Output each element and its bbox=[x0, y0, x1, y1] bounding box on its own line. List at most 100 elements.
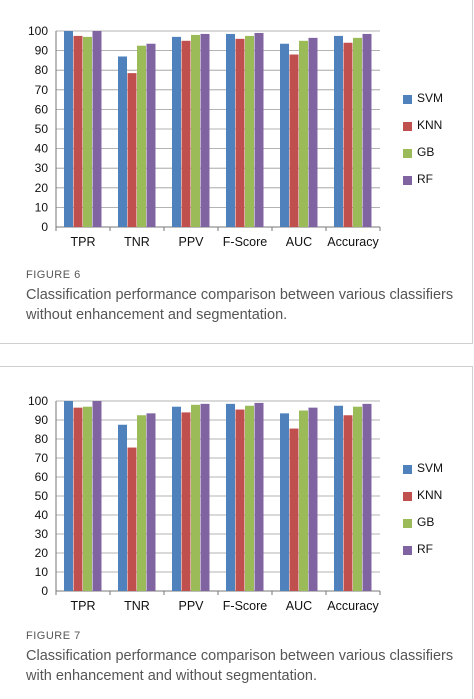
chart1-bar-rf-ppv bbox=[200, 33, 210, 227]
chart2-bar-rf-auc bbox=[308, 407, 318, 591]
chart2-bar-svm-tpr bbox=[64, 401, 73, 591]
chart2-bar-knn-tpr bbox=[73, 407, 83, 591]
chart1-category-label: Accuracy bbox=[327, 235, 379, 249]
chart1-ytick-label: 100 bbox=[28, 24, 48, 38]
chart2-bar-rf-f-score bbox=[254, 402, 264, 591]
chart1-bar-svm-accuracy bbox=[334, 35, 343, 228]
chart1-bar-svm-ppv bbox=[172, 36, 181, 227]
chart1-ytick-label: 10 bbox=[35, 200, 49, 214]
chart2-bar-rf-ppv bbox=[200, 403, 210, 591]
chart2-legend-label: KNN bbox=[417, 488, 443, 502]
chart2-bar-svm-auc bbox=[280, 413, 289, 591]
chart2-bar-knn-accuracy bbox=[343, 415, 353, 591]
figure-6-label: FIGURE 6 bbox=[26, 269, 81, 281]
chart1-bar-knn-accuracy bbox=[343, 42, 353, 228]
figure-7-chart: 0 10 20 30 40 50 60 70 80 90 100 TPR TNR PPV F-Score AU… bbox=[28, 394, 381, 613]
chart2-bar-rf-tnr bbox=[146, 413, 156, 591]
chart2-bar-gb-auc bbox=[299, 410, 308, 591]
chart2-legend-label: RF bbox=[417, 542, 433, 556]
chart2-bar-gb-tnr bbox=[137, 415, 146, 591]
chart1-legend-label: RF bbox=[417, 172, 433, 186]
chart1-ytick-label: 60 bbox=[35, 102, 49, 116]
chart2-category-label: F-Score bbox=[223, 599, 268, 613]
chart1-category-label: F-Score bbox=[223, 235, 268, 249]
chart1-bar-rf-tpr bbox=[92, 31, 102, 227]
chart1-category-label: TNR bbox=[124, 235, 150, 249]
chart1-bar-gb-tnr bbox=[137, 45, 146, 228]
chart2-legend-swatch bbox=[403, 546, 412, 555]
chart2-bar-gb-ppv bbox=[191, 404, 200, 591]
chart1-bar-rf-tnr bbox=[146, 43, 156, 227]
chart2-ytick-label: 0 bbox=[41, 584, 48, 598]
chart1-ytick-label: 20 bbox=[35, 181, 49, 195]
chart2-bar-knn-f-score bbox=[235, 409, 245, 591]
chart2-ytick-label: 10 bbox=[35, 565, 49, 579]
chart1-bar-svm-f-score bbox=[226, 33, 235, 227]
figure-6-chart: 0 10 20 30 40 50 60 70 80 90 100 TPR TNR PPV F-Score AU… bbox=[28, 24, 381, 249]
chart2-ytick-label: 50 bbox=[35, 489, 49, 503]
chart2-ytick-label: 40 bbox=[35, 508, 49, 522]
chart1-legend-swatch bbox=[403, 122, 412, 131]
chart2-bar-rf-tpr bbox=[92, 401, 102, 591]
chart2-ytick-label: 80 bbox=[35, 432, 49, 446]
chart2-bar-knn-auc bbox=[289, 428, 299, 591]
chart1-legend-swatch bbox=[403, 176, 412, 185]
chart1-ytick-label: 70 bbox=[35, 83, 49, 97]
chart2-category-label: TNR bbox=[124, 599, 150, 613]
chart1-category-label: AUC bbox=[286, 235, 312, 249]
chart1-ytick-label: 90 bbox=[35, 44, 49, 58]
chart1-ytick-label: 80 bbox=[35, 63, 49, 77]
chart1-category-label: TPR bbox=[71, 235, 96, 249]
chart1-bar-knn-tnr bbox=[127, 73, 137, 227]
chart1-ytick-label: 50 bbox=[35, 122, 49, 136]
chart2-category-label: AUC bbox=[286, 599, 312, 613]
chart1-legend-swatch bbox=[403, 95, 412, 104]
chart2-legend-swatch bbox=[403, 465, 412, 474]
chart2-ytick-label: 60 bbox=[35, 470, 49, 484]
figure-7-caption: Classification performance comparison be… bbox=[26, 648, 454, 684]
chart1-ytick-label: 30 bbox=[35, 161, 49, 175]
chart1-legend-swatch bbox=[403, 149, 412, 158]
chart2-bar-svm-accuracy bbox=[334, 405, 343, 591]
figure-6-card: 0 10 20 30 40 50 60 70 80 90 100 TPR TNR PPV F-Score AU… bbox=[0, 0, 473, 344]
chart1-category-label: PPV bbox=[178, 235, 204, 249]
chart2-legend-swatch bbox=[403, 519, 412, 528]
chart1-bar-svm-tnr bbox=[118, 56, 127, 228]
chart2-bar-svm-ppv bbox=[172, 406, 181, 591]
figure-7-card: 0 10 20 30 40 50 60 70 80 90 100 TPR TNR PPV F-Score AU… bbox=[0, 366, 473, 699]
chart1-bar-knn-auc bbox=[289, 54, 299, 227]
chart2-ytick-label: 100 bbox=[28, 394, 48, 408]
chart2-ytick-label: 90 bbox=[35, 413, 49, 427]
chart1-bar-svm-tpr bbox=[64, 31, 73, 227]
chart2-bar-svm-tnr bbox=[118, 424, 127, 591]
chart2-legend-label: GB bbox=[417, 515, 435, 529]
chart1-bar-gb-ppv bbox=[191, 34, 200, 227]
chart1-legend-label: KNN bbox=[417, 118, 443, 132]
chart1-ytick-label: 0 bbox=[41, 220, 48, 234]
chart1-bar-gb-f-score bbox=[245, 35, 254, 228]
chart2-bar-knn-ppv bbox=[181, 412, 191, 591]
chart1-legend-label: GB bbox=[417, 145, 435, 159]
chart1-bar-rf-accuracy bbox=[362, 33, 372, 227]
chart2-bar-gb-tpr bbox=[83, 406, 92, 591]
chart2-bar-gb-f-score bbox=[245, 405, 254, 591]
chart2-legend-label: SVM bbox=[417, 461, 444, 475]
chart2-ytick-label: 20 bbox=[35, 546, 49, 560]
chart2-bar-knn-tnr bbox=[127, 447, 137, 591]
figure-6-caption: Classification performance comparison be… bbox=[26, 287, 454, 323]
chart2-bar-gb-accuracy bbox=[353, 406, 362, 591]
chart2-category-label: Accuracy bbox=[327, 599, 379, 613]
chart1-ytick-label: 40 bbox=[35, 142, 49, 156]
chart2-bar-rf-accuracy bbox=[362, 403, 372, 591]
chart1-bar-knn-ppv bbox=[181, 40, 191, 227]
chart2-legend-swatch bbox=[403, 492, 412, 501]
chart1-bar-rf-auc bbox=[308, 37, 318, 227]
chart2-category-label: TPR bbox=[71, 599, 96, 613]
chart1-legend-label: SVM bbox=[417, 91, 444, 105]
chart1-bar-gb-tpr bbox=[83, 36, 92, 227]
chart1-bar-rf-f-score bbox=[254, 32, 264, 228]
chart1-bar-knn-tpr bbox=[73, 35, 83, 228]
chart2-category-label: PPV bbox=[178, 599, 204, 613]
chart2-ytick-label: 30 bbox=[35, 527, 49, 541]
chart1-bar-knn-f-score bbox=[235, 38, 245, 228]
